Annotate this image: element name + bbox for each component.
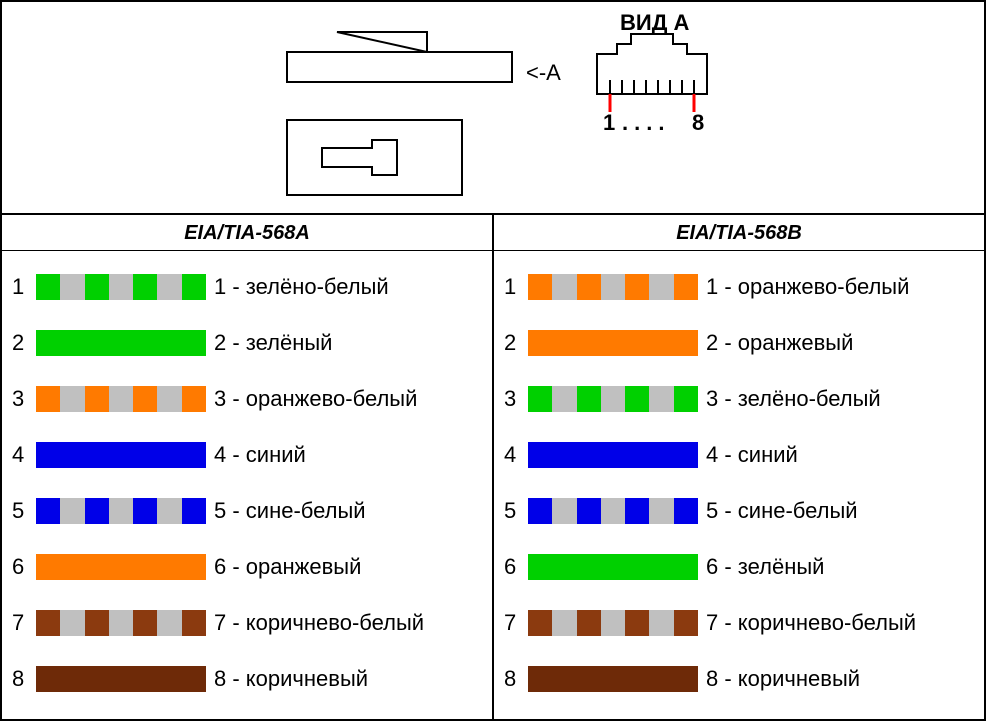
wire-label: 6 - оранжевый xyxy=(214,554,361,580)
wire-number: 1 xyxy=(504,274,526,300)
wire-number: 2 xyxy=(504,330,526,356)
wire-swatch xyxy=(528,554,698,580)
wire-label: 1 - оранжево-белый xyxy=(706,274,909,300)
wire-number: 3 xyxy=(504,386,526,412)
wire-row: 6 6 - оранжевый xyxy=(12,539,482,595)
wire-number: 2 xyxy=(12,330,34,356)
wire-row: 2 2 - оранжевый xyxy=(504,315,974,371)
wire-swatch xyxy=(36,666,206,692)
wire-row: 4 4 - синий xyxy=(12,427,482,483)
wire-row: 1 1 - зелёно-белый xyxy=(12,259,482,315)
rj45-front-view-icon xyxy=(587,32,722,112)
wire-row: 4 4 - синий xyxy=(504,427,974,483)
pin-8-label: 8 xyxy=(692,110,704,136)
wire-label: 7 - коричнево-белый xyxy=(706,610,916,636)
wire-label: 3 - зелёно-белый xyxy=(706,386,881,412)
wire-label: 4 - синий xyxy=(214,442,306,468)
arrow-a-label: <-А xyxy=(526,60,561,86)
wire-row: 7 7 - коричнево-белый xyxy=(12,595,482,651)
wire-row: 6 6 - зелёный xyxy=(504,539,974,595)
wire-swatch xyxy=(36,442,206,468)
wire-swatch xyxy=(36,330,206,356)
connector-views: ВИД А <-А xyxy=(2,2,984,215)
wire-number: 4 xyxy=(504,442,526,468)
wire-label: 3 - оранжево-белый xyxy=(214,386,417,412)
wire-label: 8 - коричневый xyxy=(214,666,368,692)
wire-swatch xyxy=(36,498,206,524)
header-568a: EIA/TIA-568A xyxy=(2,215,494,250)
wire-row: 8 8 - коричневый xyxy=(504,651,974,707)
pin-1-label: 1 xyxy=(603,110,615,136)
wire-row: 3 3 - оранжево-белый xyxy=(12,371,482,427)
wire-row: 8 8 - коричневый xyxy=(12,651,482,707)
wire-number: 6 xyxy=(12,554,34,580)
wire-swatch xyxy=(528,498,698,524)
wire-number: 7 xyxy=(504,610,526,636)
wire-number: 7 xyxy=(12,610,34,636)
standard-headers: EIA/TIA-568A EIA/TIA-568B xyxy=(2,215,984,251)
wire-label: 8 - коричневый xyxy=(706,666,860,692)
wire-number: 8 xyxy=(504,666,526,692)
diagram-container: ВИД А <-А xyxy=(0,0,986,721)
wire-swatch xyxy=(36,554,206,580)
wire-row: 1 1 - оранжево-белый xyxy=(504,259,974,315)
wire-label: 7 - коричнево-белый xyxy=(214,610,424,636)
wire-label: 6 - зелёный xyxy=(706,554,824,580)
wire-number: 5 xyxy=(504,498,526,524)
pinout-body: 1 1 - зелёно-белый 2 2 - зелёный 3 3 - оранже… xyxy=(2,251,984,719)
column-568b: 1 1 - оранжево-белый 2 2 - оранжевый 3 3 - зе… xyxy=(494,251,984,719)
wire-row: 5 5 - сине-белый xyxy=(504,483,974,539)
wire-label: 2 - зелёный xyxy=(214,330,332,356)
wire-label: 5 - сине-белый xyxy=(214,498,366,524)
wire-swatch xyxy=(528,330,698,356)
wire-swatch xyxy=(36,274,206,300)
wire-number: 1 xyxy=(12,274,34,300)
wire-swatch xyxy=(528,274,698,300)
wire-label: 5 - сине-белый xyxy=(706,498,858,524)
wire-label: 4 - синий xyxy=(706,442,798,468)
wire-swatch xyxy=(36,386,206,412)
wire-label: 2 - оранжевый xyxy=(706,330,853,356)
wire-number: 4 xyxy=(12,442,34,468)
wire-row: 3 3 - зелёно-белый xyxy=(504,371,974,427)
wire-label: 1 - зелёно-белый xyxy=(214,274,389,300)
wire-row: 5 5 - сине-белый xyxy=(12,483,482,539)
column-568a: 1 1 - зелёно-белый 2 2 - зелёный 3 3 - оранже… xyxy=(2,251,494,719)
wire-row: 7 7 - коричнево-белый xyxy=(504,595,974,651)
wire-number: 3 xyxy=(12,386,34,412)
wire-swatch xyxy=(528,442,698,468)
header-568b: EIA/TIA-568B xyxy=(494,215,984,250)
wire-swatch xyxy=(528,386,698,412)
wire-swatch xyxy=(528,610,698,636)
wire-number: 6 xyxy=(504,554,526,580)
rj45-bottom-view-icon xyxy=(277,110,477,205)
pin-dots-label: .... xyxy=(622,110,670,136)
wire-swatch xyxy=(528,666,698,692)
rj45-side-view-icon xyxy=(277,22,522,92)
wire-number: 8 xyxy=(12,666,34,692)
wire-row: 2 2 - зелёный xyxy=(12,315,482,371)
wire-swatch xyxy=(36,610,206,636)
wire-number: 5 xyxy=(12,498,34,524)
